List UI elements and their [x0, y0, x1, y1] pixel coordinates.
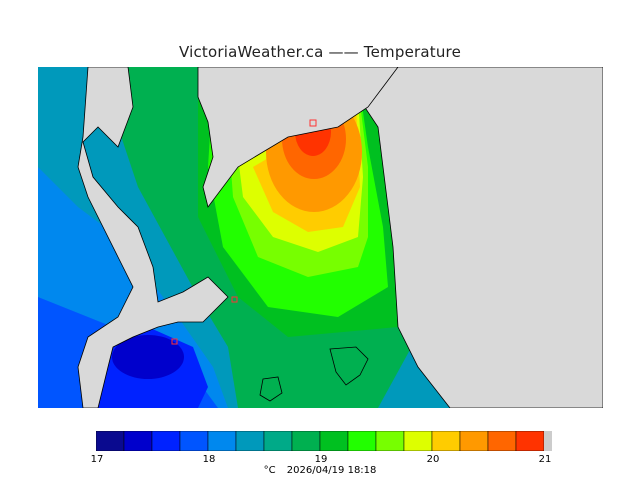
- legend-footer: °C 2026/04/19 18:18: [0, 465, 640, 476]
- temperature-map[interactable]: [38, 67, 603, 408]
- scale-label-17: 17: [90, 454, 104, 465]
- timestamp: 2026/04/19 18:18: [286, 465, 377, 476]
- station-marker[interactable]: [309, 119, 317, 127]
- station-marker[interactable]: [171, 338, 178, 345]
- scale-label-19: 19: [314, 454, 328, 465]
- unit-label: °C: [263, 465, 276, 476]
- map-title: VictoriaWeather.ca —— Temperature: [178, 43, 462, 61]
- scale-swatch: [95, 430, 125, 452]
- scale-swatch: [263, 430, 293, 452]
- scale-swatch: [235, 430, 265, 452]
- scale-end-cap: [544, 431, 552, 451]
- scale-swatch: [515, 430, 545, 452]
- scale-swatch: [347, 430, 377, 452]
- scale-swatch: [375, 430, 405, 452]
- land-areas: [77, 67, 603, 408]
- scale-swatch: [431, 430, 461, 452]
- scale-swatch: [319, 430, 349, 452]
- scale-swatch: [291, 430, 321, 452]
- scale-swatch: [123, 430, 153, 452]
- scale-label-21: 21: [538, 454, 552, 465]
- scale-label-20: 20: [426, 454, 440, 465]
- scale-swatch: [459, 430, 489, 452]
- scale-swatch: [403, 430, 433, 452]
- station-markers[interactable]: [171, 119, 317, 345]
- color-scale-bar: [95, 430, 552, 452]
- scale-swatch: [179, 430, 209, 452]
- scale-swatch: [151, 430, 181, 452]
- scale-label-18: 18: [202, 454, 216, 465]
- station-marker[interactable]: [231, 296, 238, 303]
- scale-swatch: [487, 430, 517, 452]
- scale-swatch: [207, 430, 237, 452]
